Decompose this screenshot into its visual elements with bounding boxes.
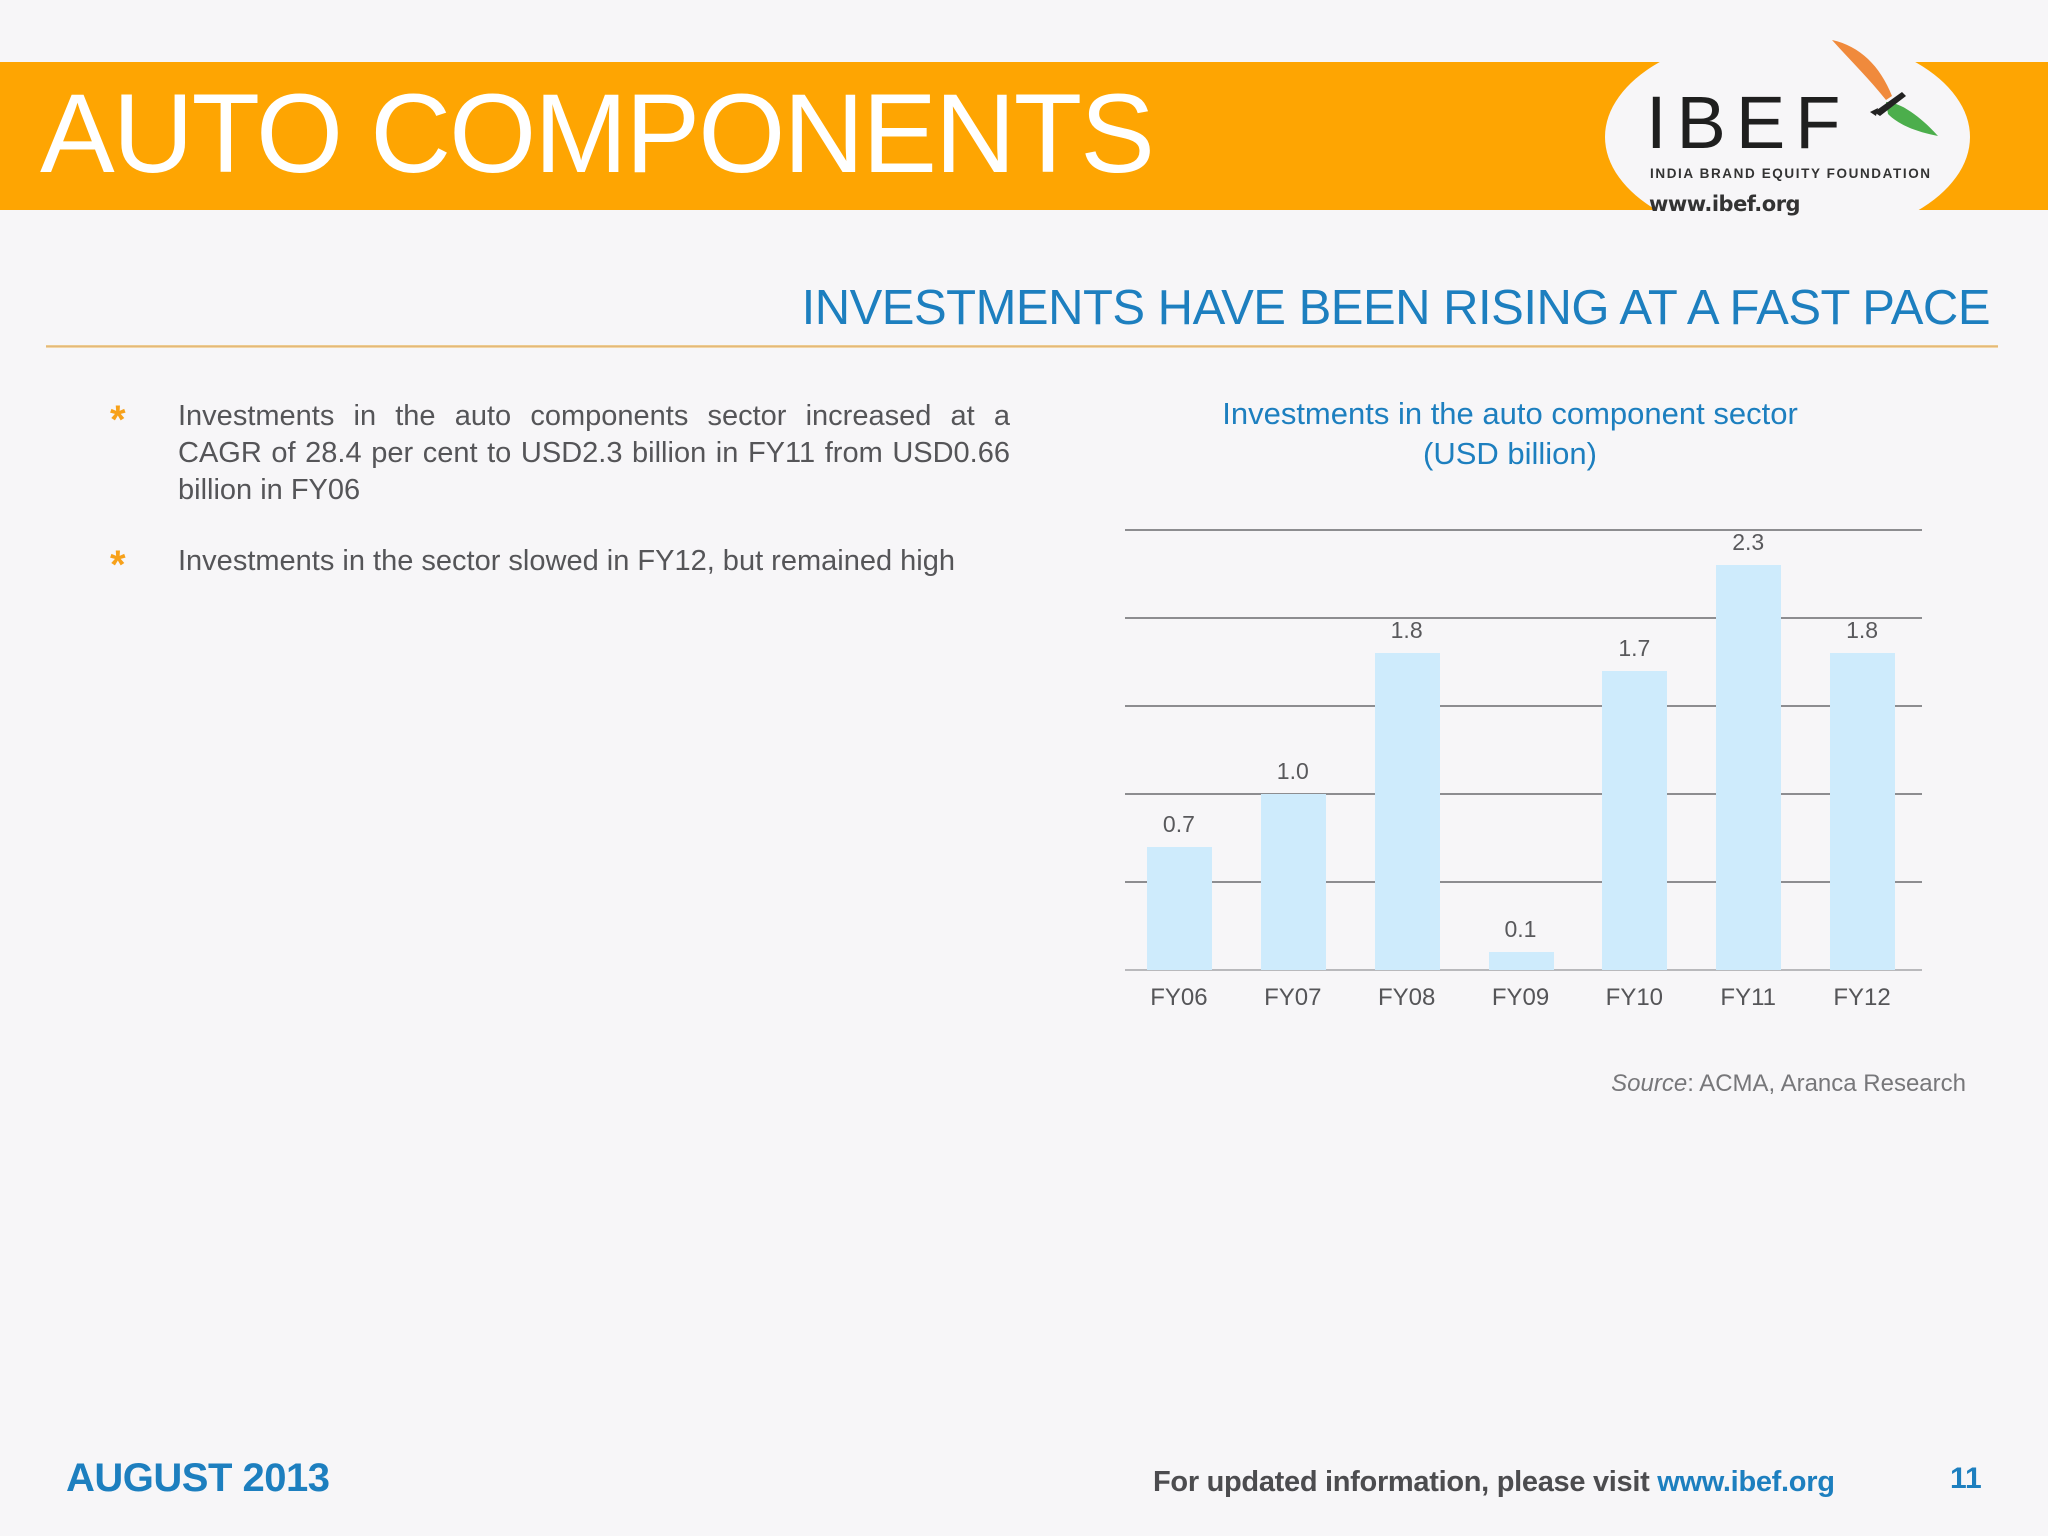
data-label: 1.0 [1276,758,1309,784]
asterisk-bullet-icon: * [110,398,126,442]
bar-fy06 [1146,846,1212,970]
data-label: 0.1 [1504,916,1537,943]
data-label: 0.7 [1162,810,1195,837]
gridline [1125,881,1922,883]
logo-wordmark: IBEF [1646,81,1851,164]
bird-icon [1832,40,1938,136]
x-axis-label: FY07 [1264,984,1322,1011]
section-title: INVESTMENTS HAVE BEEN RISING AT A FAST P… [801,281,1991,335]
page-number: 11 [1950,1462,1982,1495]
bar-fy11 [1716,565,1782,970]
bullet-list: * Investments in the auto components sec… [110,398,1010,614]
bar-fy08 [1374,653,1440,970]
x-axis-label: FY09 [1491,984,1550,1011]
bullet-text: Investments in the auto components secto… [178,400,1010,506]
x-axis-label: FY10 [1605,984,1664,1011]
source-label: Source [1611,1070,1688,1097]
x-axis-label: FY06 [1150,984,1208,1011]
footer-link[interactable]: www.ibef.org [1657,1466,1835,1498]
source-text: : ACMA, Aranca Research [1687,1070,1966,1097]
bullet-text: Investments in the sector slowed in FY12… [178,545,955,577]
footer-visit-text: For updated information, please visit [1153,1466,1658,1498]
gridline [1125,793,1922,795]
page-title: AUTO COMPONENTS [40,71,1155,196]
bar-fy10 [1602,670,1668,970]
data-label: 1.7 [1618,634,1651,661]
chart-title-unit: (USD billion) [1423,436,1597,471]
data-label: 1.8 [1846,617,1879,644]
logo-url[interactable]: www.ibef.org [1649,192,1801,216]
bullet-item: * Investments in the sector slowed in FY… [110,543,1010,587]
chart-title: Investments in the auto component sector… [1110,394,1910,474]
gridline [1125,529,1922,531]
chart-title-line1: Investments in the auto component sector [1222,396,1798,431]
source-note: Source: ACMA, Aranca Research [1611,1070,1966,1098]
bar-chart: 0.7 FY06 1.0 FY07 1.8 FY08 0.1 FY09 1.7 FY10 2.3 FY… [1125,528,1922,1011]
x-axis-baseline [1125,969,1922,971]
bullet-item: * Investments in the auto components sec… [110,398,1010,509]
bar-fy07 [1260,794,1326,970]
bar-fy12 [1830,653,1896,970]
x-axis-label: FY12 [1833,984,1891,1011]
x-axis-label: FY11 [1720,984,1776,1011]
logo-tagline: INDIA BRAND EQUITY FOUNDATION [1650,166,1932,181]
gridline [1125,705,1922,707]
section-divider [46,345,1998,348]
bar-fy09 [1488,952,1554,970]
footer-date: AUGUST 2013 [66,1456,330,1500]
footer-visit-note: For updated information, please visit ww… [1153,1466,1835,1499]
x-axis-label: FY08 [1377,984,1436,1011]
gridline [1125,617,1922,619]
asterisk-bullet-icon: * [110,543,126,587]
data-label: 2.3 [1732,529,1765,556]
data-label: 1.8 [1390,617,1423,644]
logo-badge [1605,32,1970,242]
